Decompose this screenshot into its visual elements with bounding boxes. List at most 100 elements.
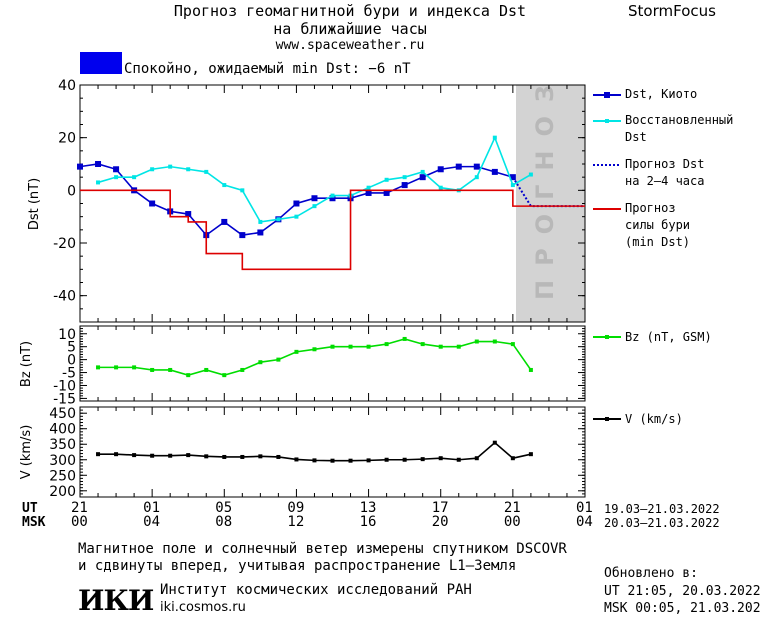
time-tick-label: 20 bbox=[431, 514, 449, 530]
time-tick-label: 21 bbox=[503, 500, 521, 516]
data-point bbox=[204, 169, 209, 174]
data-point bbox=[77, 163, 83, 170]
bz-x-ticks bbox=[79, 326, 586, 401]
data-point bbox=[222, 454, 227, 459]
data-point bbox=[312, 458, 317, 463]
legend-v: V (km/s) bbox=[625, 412, 683, 426]
time-tick-label: 00 bbox=[71, 514, 88, 530]
data-point bbox=[186, 453, 191, 458]
data-point bbox=[438, 456, 443, 461]
data-point bbox=[294, 457, 299, 462]
series-line bbox=[80, 189, 585, 271]
data-point bbox=[384, 177, 389, 182]
dst-series-group bbox=[77, 135, 585, 271]
y-tick-label: 200 bbox=[49, 484, 76, 500]
series-line bbox=[97, 135, 532, 223]
y-tick-label: 10 bbox=[58, 327, 76, 343]
status-color-swatch bbox=[80, 52, 122, 74]
data-point bbox=[168, 367, 173, 372]
data-point bbox=[528, 172, 533, 177]
time-tick-label: 09 bbox=[287, 500, 305, 516]
data-point bbox=[114, 365, 119, 370]
y-tick-label: -15 bbox=[53, 391, 76, 407]
y-tick-label: 450 bbox=[49, 406, 76, 422]
y-tick-label: 40 bbox=[58, 78, 76, 94]
data-point bbox=[473, 163, 480, 170]
data-point bbox=[204, 367, 209, 372]
updated-msk: MSK 00:05, 21.03.2022 bbox=[604, 601, 760, 616]
data-point bbox=[258, 219, 263, 224]
data-point bbox=[383, 189, 390, 196]
time-tick-label: 05 bbox=[215, 500, 233, 516]
data-point bbox=[491, 168, 498, 175]
data-point bbox=[114, 452, 119, 457]
data-point bbox=[222, 373, 227, 378]
legend-storm-2: силы бури bbox=[625, 218, 691, 232]
data-point bbox=[348, 344, 353, 349]
data-point bbox=[221, 218, 228, 225]
data-point bbox=[510, 456, 515, 461]
data-point bbox=[150, 167, 155, 172]
data-point bbox=[96, 365, 101, 370]
legend-dst-restored-marker bbox=[605, 119, 609, 123]
dst-panel: ПРОГНОЗ 40 20 0 -20 -40 Dst (nT) bbox=[27, 71, 586, 323]
data-point bbox=[132, 453, 137, 458]
data-point bbox=[132, 365, 137, 370]
data-point bbox=[293, 200, 300, 207]
legend-forecast-dst-1: Прогноз Dst bbox=[625, 157, 705, 171]
data-point bbox=[456, 457, 461, 462]
dst-y-axis: 40 20 0 -20 -40 bbox=[53, 78, 585, 323]
v-series-group bbox=[96, 440, 533, 463]
data-point bbox=[474, 175, 479, 180]
time-tick-label: 12 bbox=[287, 514, 305, 530]
ut-date-range: 19.03–21.03.2022 bbox=[604, 502, 720, 516]
bz-plot-frame bbox=[79, 325, 586, 402]
data-point bbox=[330, 193, 335, 198]
msk-date-range: 20.03–21.03.2022 bbox=[604, 516, 720, 530]
y-tick-label: -5 bbox=[62, 366, 76, 382]
data-point bbox=[95, 161, 102, 167]
data-point bbox=[258, 454, 263, 459]
data-point bbox=[330, 458, 335, 463]
dst-axis-label: Dst (nT) bbox=[27, 178, 42, 230]
msk-label: MSK bbox=[22, 515, 46, 530]
data-point bbox=[492, 440, 497, 445]
legend-v-marker bbox=[605, 417, 609, 421]
data-point bbox=[456, 344, 461, 349]
data-point bbox=[437, 166, 444, 173]
chart-title-line1: Прогноз геомагнитной бури и индекса Dst bbox=[173, 2, 527, 20]
data-point bbox=[365, 189, 372, 196]
institute-name: Институт космических исследований РАН bbox=[160, 582, 472, 598]
data-point bbox=[96, 452, 101, 457]
y-tick-label: -40 bbox=[53, 289, 76, 305]
data-point bbox=[113, 166, 120, 173]
data-point bbox=[114, 175, 119, 180]
institute-site[interactable]: iki.cosmos.ru bbox=[160, 600, 246, 615]
data-point bbox=[402, 336, 407, 341]
data-point bbox=[438, 185, 443, 190]
data-point bbox=[311, 195, 318, 202]
forecast-band bbox=[516, 85, 585, 322]
y-tick-label: 300 bbox=[49, 453, 76, 469]
data-point bbox=[420, 342, 425, 347]
data-point bbox=[168, 164, 173, 169]
data-point bbox=[132, 175, 137, 180]
site-url[interactable]: www.spaceweather.ru bbox=[275, 38, 425, 53]
data-point bbox=[276, 454, 281, 459]
data-point bbox=[258, 360, 263, 365]
y-tick-label: 5 bbox=[67, 340, 76, 356]
series-line bbox=[98, 441, 532, 462]
data-point bbox=[96, 180, 101, 185]
y-tick-label: 0 bbox=[67, 183, 76, 199]
y-tick-label: 0 bbox=[67, 353, 76, 369]
data-point bbox=[492, 135, 497, 140]
data-point bbox=[312, 347, 317, 352]
v-axis-label: V (km/s) bbox=[19, 425, 34, 480]
legend-dst-restored-2: Dst bbox=[625, 130, 647, 144]
legend-storm-1: Прогноз bbox=[625, 201, 676, 215]
v-plot-frame bbox=[79, 406, 586, 498]
updated-label: Обновлено в: bbox=[604, 566, 698, 581]
bz-series-group bbox=[96, 336, 533, 378]
data-point bbox=[402, 175, 407, 180]
